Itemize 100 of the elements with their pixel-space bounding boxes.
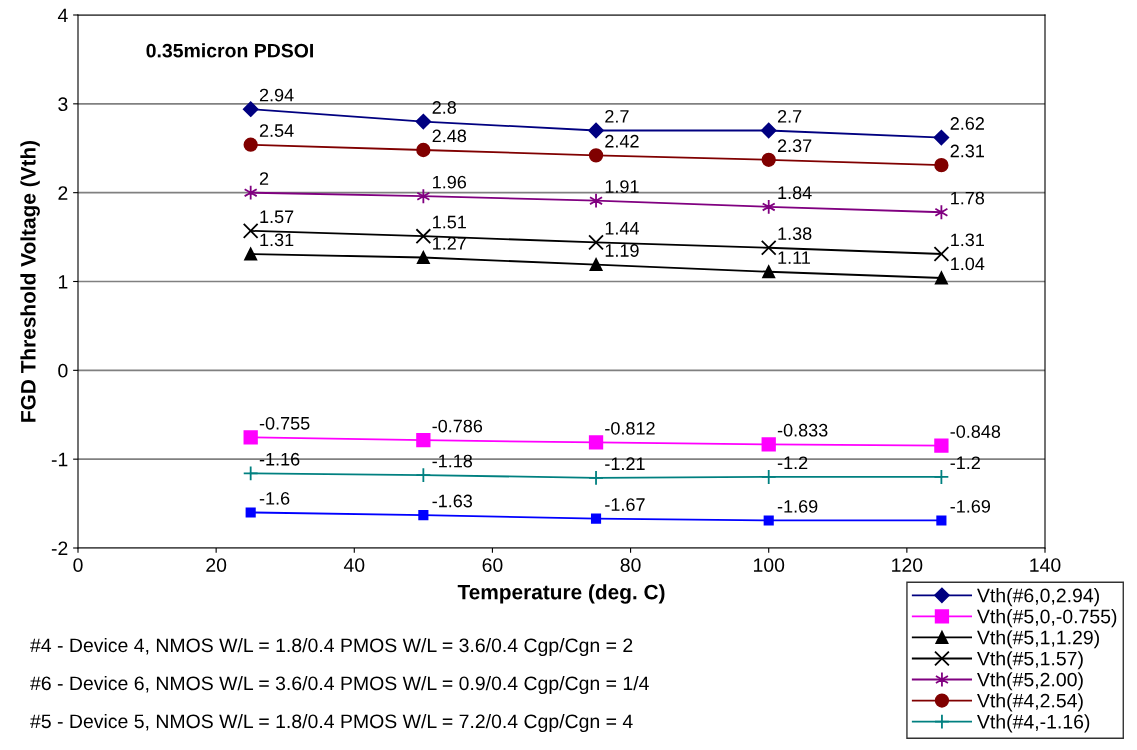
data-label: 1.44	[605, 222, 639, 235]
x-tick-label: 100	[753, 558, 785, 572]
data-label: -0.755	[259, 416, 310, 430]
x-axis-title: Temperature (deg. C)	[457, 584, 665, 604]
y-tick-label: 1	[58, 275, 68, 289]
data-label: 1.11	[778, 251, 810, 264]
data-label: -0.848	[950, 425, 1001, 438]
x-tick-label: 40	[343, 558, 365, 572]
point	[763, 515, 774, 526]
y-tick-label: -1	[51, 452, 68, 467]
data-label: 1.38	[778, 227, 812, 241]
data-label: -0.786	[432, 419, 483, 433]
data-label: 1.84	[778, 186, 812, 200]
point	[589, 258, 603, 272]
data-label: 2.31	[950, 144, 984, 158]
data-label: -0.812	[605, 421, 655, 435]
point	[242, 465, 259, 482]
point	[416, 251, 430, 264]
data-label: 2	[259, 172, 269, 185]
data-label: -0.833	[777, 423, 828, 437]
point	[589, 192, 603, 209]
point	[244, 247, 258, 261]
data-label: 1.78	[951, 191, 985, 205]
point	[243, 430, 258, 445]
data-label: 1.19	[605, 244, 639, 257]
point	[760, 469, 777, 485]
data-label: -1.2	[950, 456, 980, 470]
legend-label: Vth(#5,0,-0.755)	[977, 609, 1117, 628]
text: #5 - Device 5, NMOS W/L = 1.8/0.4 PMOS W/L = 7.2/0.4 Cgp/Cgn = 4	[30, 713, 633, 733]
text: 0.35micron PDSOI	[146, 43, 313, 58]
data-label: 1.96	[433, 175, 467, 189]
y-tick-label: 4	[57, 8, 68, 23]
point	[242, 101, 259, 117]
point	[416, 188, 431, 205]
legend-label: Vth(#5,1.57)	[977, 651, 1083, 670]
data-label: 2.94	[259, 88, 294, 102]
legend-label: Vth(#5,2.00)	[977, 672, 1083, 691]
x-tick-label: 140	[1030, 558, 1061, 572]
data-label: -1.63	[432, 494, 473, 508]
data-label: -1.18	[432, 454, 473, 468]
point	[760, 239, 777, 256]
data-label: -1.16	[259, 452, 300, 466]
data-label: 2.37	[777, 139, 812, 153]
y-tick-label: 0	[58, 363, 68, 378]
y-axis-title: FGD Threshold Voltage (Vth)	[20, 140, 40, 422]
x-tick-label: 120	[892, 558, 923, 572]
point	[934, 438, 949, 453]
y-tick-label: 2	[58, 186, 68, 200]
data-label: 2.8	[432, 101, 456, 114]
data-label: 2.48	[432, 129, 467, 143]
point	[588, 234, 604, 251]
data-label: 1.51	[433, 215, 466, 229]
point	[243, 184, 258, 201]
data-label: 1.91	[605, 180, 639, 193]
y-tick-label: 3	[58, 97, 68, 112]
x-tick-label: 20	[206, 558, 227, 572]
point	[243, 137, 258, 152]
x-tick-label: 60	[482, 558, 503, 572]
point	[415, 113, 432, 130]
data-label: 1.31	[260, 233, 294, 247]
point	[761, 437, 776, 452]
y-tick-label: -2	[51, 541, 68, 556]
data-label: 2.42	[605, 134, 639, 148]
x-tick-label: 0	[73, 558, 83, 572]
data-label: -1.69	[950, 499, 991, 513]
data-label: -1.21	[605, 457, 645, 470]
point	[933, 129, 950, 146]
point	[761, 199, 776, 215]
data-label: 1.04	[951, 257, 985, 271]
data-label: -1.6	[259, 491, 290, 505]
text: #6 - Device 6, NMOS W/L = 3.6/0.4 PMOS W/L = 0.9/0.4 Cgp/Cgn = 1/4	[30, 675, 649, 695]
point	[588, 148, 604, 163]
data-label: 2.7	[605, 109, 629, 123]
data-label: 1.31	[951, 233, 984, 247]
point	[245, 507, 256, 518]
point	[415, 228, 432, 245]
legend-label: Vth(#5,1,1.29)	[977, 630, 1099, 649]
point	[418, 510, 429, 521]
point	[762, 265, 776, 279]
point	[590, 513, 602, 524]
point	[761, 152, 776, 167]
legend-label: Vth(#4,2.54)	[977, 693, 1083, 712]
legend-label: Vth(#6,0,2.94)	[977, 588, 1099, 607]
data-label: -1.2	[777, 456, 808, 470]
data-label: -1.69	[777, 499, 818, 513]
point	[416, 433, 431, 448]
point	[933, 469, 950, 485]
x-tick-label: 80	[620, 558, 641, 572]
text: #4 - Device 4, NMOS W/L = 1.8/0.4 PMOS W/L = 3.6/0.4 Cgp/Cgn = 2	[30, 637, 633, 657]
point	[588, 435, 604, 450]
point	[416, 142, 431, 158]
point	[588, 122, 604, 139]
data-label: 2.62	[950, 117, 984, 130]
data-label: 2.54	[259, 124, 294, 137]
data-label: 1.57	[260, 210, 294, 224]
point	[242, 223, 259, 239]
point	[936, 515, 947, 526]
data-label: -1.67	[605, 498, 645, 511]
point	[934, 271, 948, 285]
data-label: 2.7	[777, 109, 802, 123]
